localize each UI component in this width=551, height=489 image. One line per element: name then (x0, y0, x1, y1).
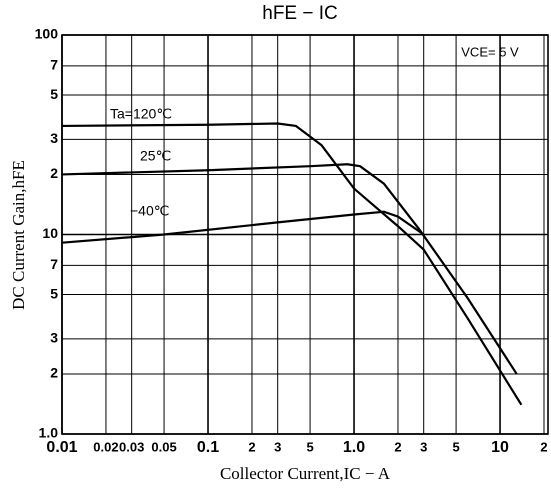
x-tick-label: 0.01 (46, 439, 77, 456)
x-tick-label: 10 (491, 439, 509, 456)
y-tick-label: 1.0 (39, 425, 59, 441)
x-axis-label: Collector Current,IC − A (220, 464, 391, 483)
x-tick-label: 0.1 (197, 439, 219, 456)
curve (61, 210, 425, 244)
y-tick-label: 7 (50, 256, 58, 272)
x-tick-label: 0.05 (151, 439, 176, 454)
chart-title: hFE − IC (262, 3, 338, 24)
x-tick-label: 3 (274, 439, 281, 454)
y-tick-label: 2 (50, 365, 58, 381)
series-label: Ta=120℃ (110, 106, 172, 122)
x-tick-label: 5 (452, 439, 459, 454)
y-tick-label: 2 (50, 165, 58, 181)
x-tick-label: 5 (306, 439, 313, 454)
y-tick-label: 3 (50, 330, 58, 346)
y-tick-label: 5 (50, 86, 58, 102)
x-tick-label: 2 (248, 439, 255, 454)
annotation: VCE= 5 V (461, 44, 519, 59)
y-tick-label: 3 (50, 130, 58, 146)
y-tick-label: 7 (50, 57, 58, 73)
x-tick-label: 1.0 (343, 439, 365, 456)
y-axis-label: DC Current Gain,hFE (9, 160, 28, 310)
curve (61, 163, 518, 375)
x-tick-label: 3 (420, 439, 427, 454)
y-tick-label: 5 (50, 285, 58, 301)
x-tick-label: 2 (540, 439, 547, 454)
x-tick-label: 0.02 (93, 439, 118, 454)
x-tick-label: 0.03 (119, 439, 144, 454)
y-tick-label: 100 (35, 26, 59, 42)
series-label: −40℃ (130, 203, 169, 219)
curve (61, 122, 523, 406)
plot-frame (61, 34, 549, 435)
series-label: 25℃ (140, 148, 171, 164)
y-tick-label: 10 (42, 225, 58, 241)
x-tick-label: 2 (394, 439, 401, 454)
